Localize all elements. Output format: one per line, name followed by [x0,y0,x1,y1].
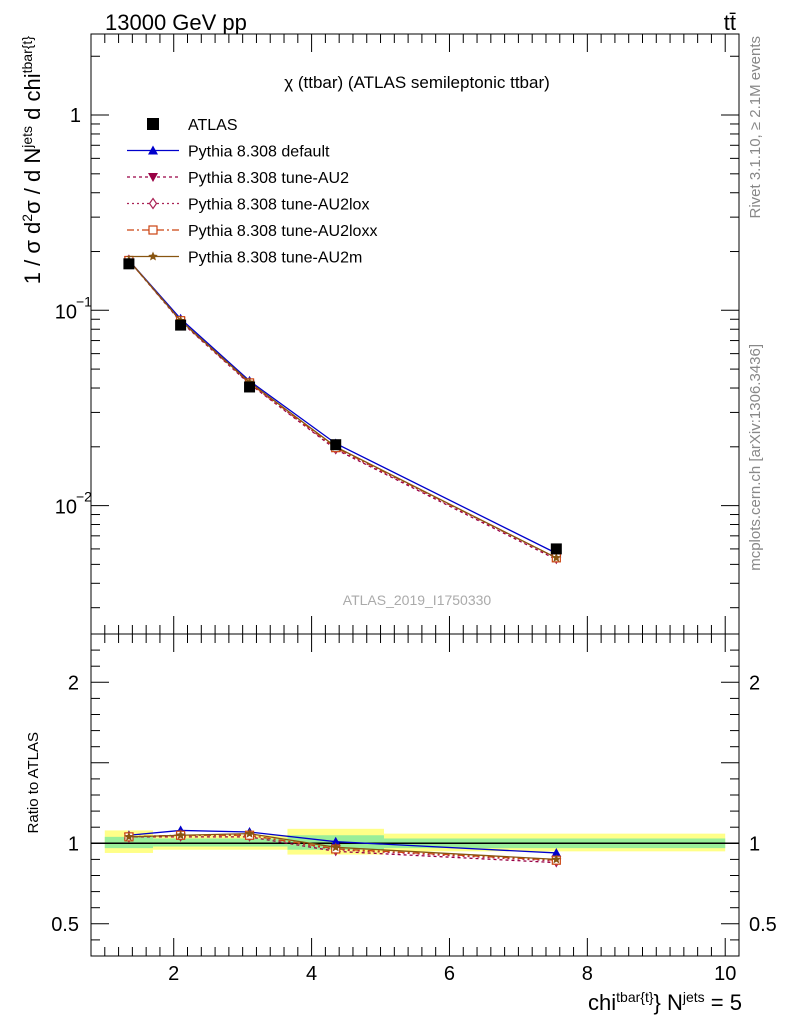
ratio-series-point [551,847,562,857]
ratio-y-tick-label: 1 [68,833,79,855]
ratio-panel: 2 2 1 1 0.5 0.5 2 4 6 8 10 Ratio to ATLAS chitbar… [25,34,777,1015]
legend-label: ATLAS [188,117,238,134]
x-tick-label: 10 [714,963,736,985]
ratio-y-tick-label-right: 2 [749,672,760,694]
atlas-data-point [175,319,187,331]
atlas-data-points [123,258,562,555]
ratio-series-point [175,830,186,840]
legend: ATLAS Pythia 8.308 default Pythia 8.308 tu… [127,117,377,267]
x-tick-label: 6 [444,963,455,985]
ratio-y-ticks: 2 2 1 1 0.5 0.5 [51,649,777,941]
ratio-y-tick-label-right: 1 [749,833,760,855]
side-label-rivet: Rivet 3.1.10, ≥ 2.1M events [747,36,764,219]
ratio-y-tick-label: 0.5 [51,914,79,936]
main-series-line [128,260,557,561]
legend-marker [148,225,158,235]
ratio-series-point [551,854,562,864]
legend-label: Pythia 8.308 tune-AU2loxx [188,223,377,240]
ratio-y-tick-label: 2 [68,672,79,694]
legend-marker [148,197,158,210]
ratio-y-axis-label: Ratio to ATLAS [25,732,42,833]
header-left-label: 13000 GeV pp [105,10,247,35]
ratio-series-point [330,842,341,852]
ratio-band-green [153,838,288,847]
main-series-line [128,260,557,559]
atlas-data-point [244,381,256,393]
watermark-label: ATLAS_2019_I1750330 [343,592,492,608]
ratio-y-tick-label-right: 0.5 [749,914,777,936]
header-right-label: tt̄ [724,10,736,35]
legend-marker [148,173,158,182]
x-tick-label: 2 [168,963,179,985]
legend-label: Pythia 8.308 tune-AU2m [188,250,362,267]
legend-marker [148,145,158,155]
main-series-line [128,260,557,554]
main-series-line [128,260,557,559]
ratio-series-point [330,836,341,846]
main-y-axis-label: 1 / σ d2σ / d Njets d chitbar{t} [19,36,45,285]
main-y-tick-exponent: −1 [76,293,92,309]
main-y-tick-label: 10 [55,301,77,323]
main-series-lines [123,254,562,565]
ratio-series-lines [123,825,562,868]
legend-marker [147,118,159,130]
main-series-line [128,260,557,559]
main-y-tick-exponent: −2 [76,489,92,505]
x-axis-label: chitbar{t}} Njets = 5 [588,989,742,1015]
legend-label: Pythia 8.308 default [188,144,330,161]
ratio-series-point [124,831,134,841]
ratio-uncertainty-bands [91,828,739,855]
main-y-tick-label: 1 [70,105,81,127]
x-tick-label: 8 [582,963,593,985]
atlas-data-point [330,439,342,451]
main-series-point [551,552,562,562]
main-panel: χ (ttbar) (ATLAS semileptonic ttbar) ATL… [19,33,740,635]
atlas-data-point [550,543,562,555]
legend-label: Pythia 8.308 tune-AU2 [188,170,349,187]
x-tick-label: 4 [306,963,317,985]
chart-title: χ (ttbar) (ATLAS semileptonic ttbar) [284,73,550,92]
main-y-ticks: 110 −110−2 [55,55,739,609]
legend-marker [148,251,158,261]
atlas-data-point [123,258,135,270]
x-ticks: 2 4 6 8 10 [104,34,736,985]
side-label-mcplots: mcplots.cern.ch [arXiv:1306.3436] [747,344,764,571]
ratio-frame [90,633,740,957]
main-y-tick-label: 10 [55,497,77,519]
ratio-series-point [244,828,255,838]
legend-label: Pythia 8.308 tune-AU2lox [188,197,369,214]
